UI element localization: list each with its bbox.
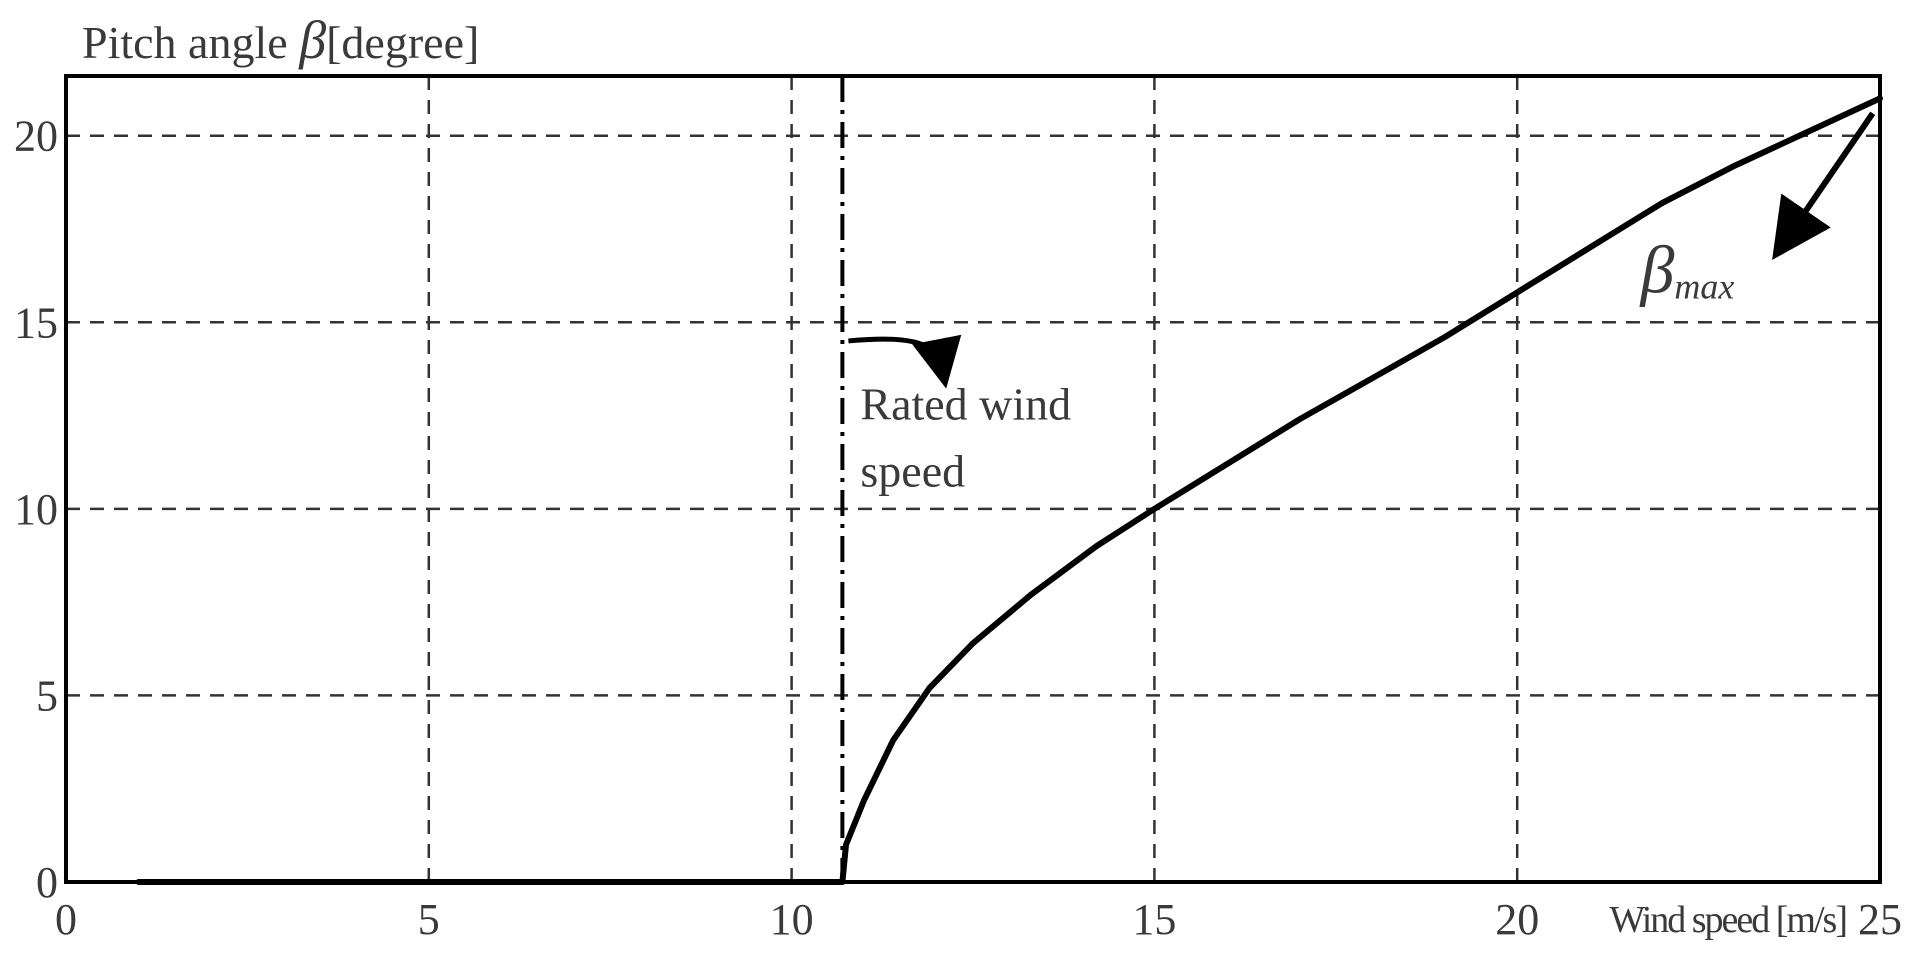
rated-wind-arrow — [848, 334, 962, 389]
x-axis-label: Wind speed [m/s] — [1609, 899, 1846, 941]
y-tick-label: 5 — [36, 671, 58, 720]
x-tick-label: 10 — [770, 895, 814, 944]
rated-wind-label-line1: Rated wind — [860, 378, 1071, 429]
x-tick-label: 5 — [418, 895, 440, 944]
beta-max-arrow — [1772, 111, 1876, 260]
grid-lines — [66, 76, 1880, 882]
y-tick-label: 15 — [14, 298, 58, 347]
y-tick-labels: 0 5 10 15 20 — [14, 112, 58, 907]
x-tick-label: 20 — [1495, 895, 1539, 944]
x-tick-label: 15 — [1132, 895, 1176, 944]
plot-frame — [64, 74, 1882, 884]
y-tick-label: 0 — [36, 858, 58, 907]
rated-wind-label-line2: speed — [860, 445, 965, 496]
x-tick-labels: 0 5 10 15 20 25 — [55, 895, 1902, 944]
x-tick-label: 0 — [55, 895, 77, 944]
beta-max-label: βmax — [1639, 231, 1735, 307]
y-tick-label: 20 — [14, 112, 58, 161]
y-axis-label: Pitch angle β[degree] — [82, 10, 479, 70]
x-tick-label: 25 — [1858, 895, 1902, 944]
pitch-angle-curve — [135, 95, 1883, 885]
y-tick-label: 10 — [14, 485, 58, 534]
